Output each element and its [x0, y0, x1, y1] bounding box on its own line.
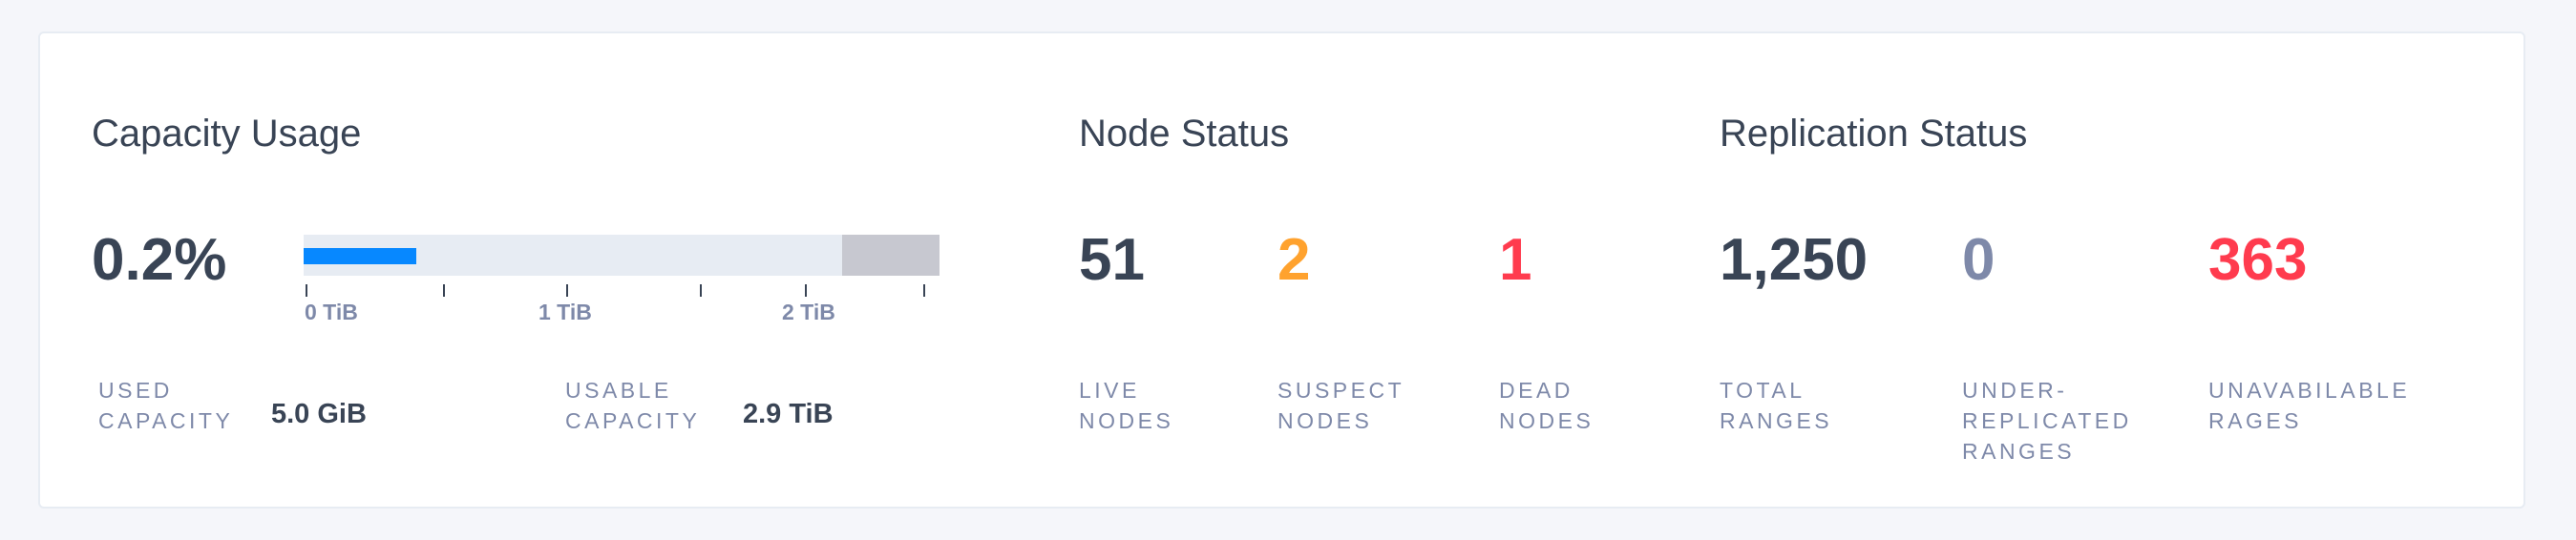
label-line: RAGES: [2208, 408, 2303, 433]
suspect-nodes-label: SUSPECT NODES: [1277, 375, 1404, 436]
label-line: LIVE: [1079, 378, 1140, 403]
usable-capacity-value: 2.9 TiB: [743, 399, 834, 429]
label-line: SUSPECT: [1277, 378, 1405, 403]
axis-tick: [700, 284, 702, 297]
dead-nodes-label: DEAD NODES: [1499, 375, 1594, 436]
used-capacity-value: 5.0 GiB: [271, 399, 367, 429]
label-line: CAPACITY: [98, 408, 234, 433]
label-line: USED: [98, 378, 173, 403]
axis-tick: [306, 284, 307, 297]
label-line: CAPACITY: [565, 408, 701, 433]
capacity-bar-used: [304, 248, 416, 264]
replication-status-title: Replication Status: [1720, 113, 2028, 155]
axis-tick-label: 2 TiB: [782, 300, 835, 324]
unavailable-ranges-value: 363: [2208, 227, 2308, 293]
label-line: UNDER-: [1962, 378, 2068, 403]
label-line: DEAD: [1499, 378, 1573, 403]
label-line: RANGES: [1962, 439, 2076, 464]
usable-capacity-label: USABLE CAPACITY: [565, 375, 700, 436]
label-line: NODES: [1499, 408, 1594, 433]
capacity-bar-reserved: [842, 235, 940, 276]
axis-tick: [566, 284, 568, 297]
label-line: NODES: [1079, 408, 1174, 433]
axis-tick-label: 0 TiB: [305, 300, 358, 324]
capacity-usage-title: Capacity Usage: [92, 113, 362, 155]
label-line: UNAVABILABLE: [2208, 378, 2411, 403]
axis-tick: [923, 284, 925, 297]
label-line: TOTAL: [1720, 378, 1805, 403]
axis-tick: [805, 284, 807, 297]
live-nodes-value: 51: [1079, 227, 1145, 293]
dead-nodes-value: 1: [1499, 227, 1532, 293]
capacity-bar: [304, 235, 940, 276]
unavailable-ranges-label: UNAVABILABLE RAGES: [2208, 375, 2410, 436]
total-ranges-value: 1,250: [1720, 227, 1869, 293]
axis-tick-label: 1 TiB: [538, 300, 592, 324]
axis-tick: [443, 284, 445, 297]
under-replicated-value: 0: [1962, 227, 1995, 293]
total-ranges-label: TOTAL RANGES: [1720, 375, 1832, 436]
label-line: RANGES: [1720, 408, 1833, 433]
node-status-title: Node Status: [1079, 113, 1290, 155]
label-line: USABLE: [565, 378, 672, 403]
label-line: REPLICATED: [1962, 408, 2132, 433]
live-nodes-label: LIVE NODES: [1079, 375, 1173, 436]
under-replicated-label: UNDER- REPLICATED RANGES: [1962, 375, 2132, 467]
label-line: NODES: [1277, 408, 1373, 433]
capacity-percent: 0.2%: [92, 227, 227, 293]
suspect-nodes-value: 2: [1277, 227, 1311, 293]
used-capacity-label: USED CAPACITY: [98, 375, 233, 436]
